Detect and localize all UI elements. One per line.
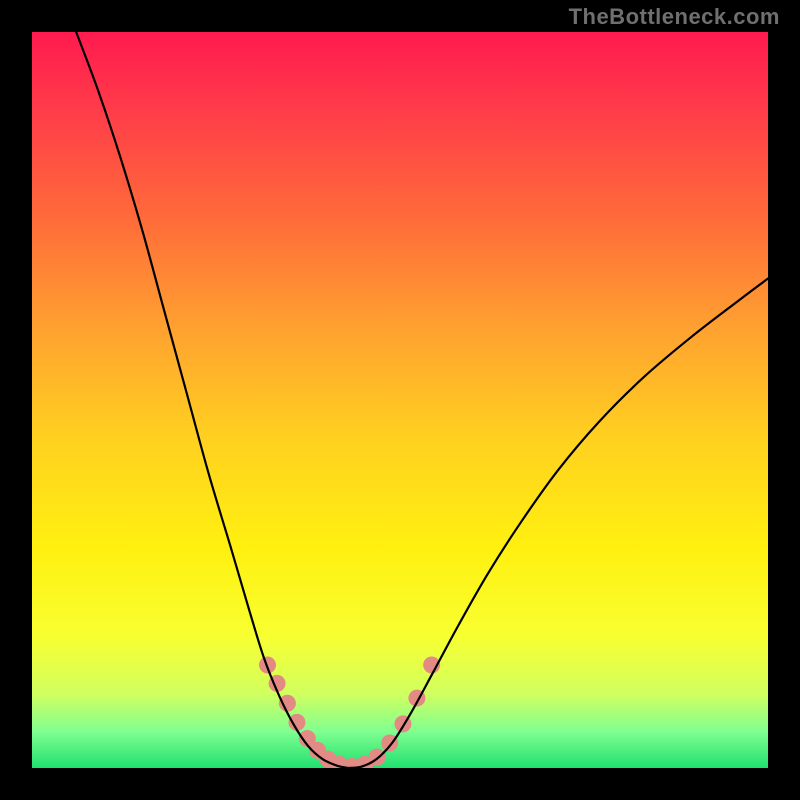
- left-curve: [76, 32, 348, 768]
- watermark-text: TheBottleneck.com: [569, 4, 780, 30]
- plot-area: [32, 32, 768, 768]
- chart-frame: TheBottleneck.com: [0, 0, 800, 800]
- curve-layer: [32, 32, 768, 768]
